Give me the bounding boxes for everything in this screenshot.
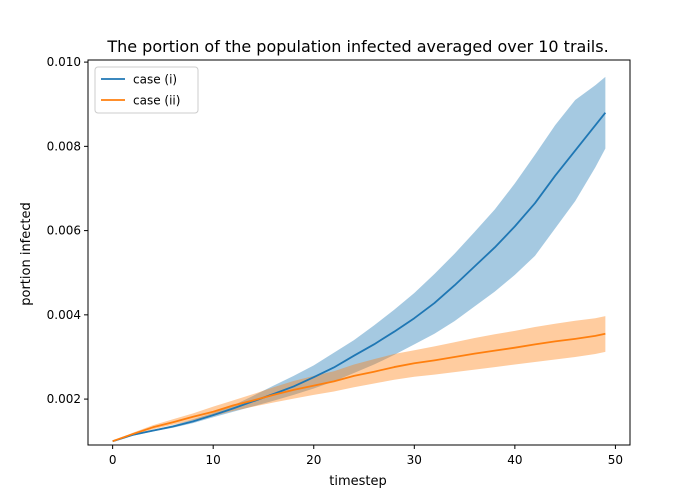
confidence-band-series-2 [112,316,606,442]
y-tick-label: 0.008 [47,139,81,153]
mean-line-series-1 [112,112,607,443]
x-tick-label: 30 [407,453,422,467]
x-tick-label: 10 [206,453,221,467]
x-axis: 0 10 20 30 40 50 [109,445,623,467]
y-tick-label: 0.010 [47,55,81,69]
y-axis: 0.002 0.004 0.006 0.008 0.010 [47,55,88,406]
plot-area [87,59,631,446]
chart-title: The portion of the population infected a… [106,37,608,56]
y-axis-label: portion infected [19,202,34,306]
x-tick-label: 0 [109,453,117,467]
y-tick-label: 0.006 [47,224,81,238]
legend: case (i) case (ii) [94,66,199,114]
confidence-band-series-1 [112,76,606,442]
y-tick-label: 0.002 [47,392,81,406]
x-tick-label: 40 [507,453,522,467]
x-axis-label: timestep [329,474,387,489]
x-tick-label: 20 [306,453,321,467]
plot-frame [87,59,631,446]
legend-label-series-1: case (i) [133,73,177,87]
mean-line-series-2 [112,332,606,443]
x-tick-label: 50 [608,453,623,467]
y-tick-label: 0.004 [47,308,81,322]
legend-label-series-2: case (ii) [133,94,180,108]
